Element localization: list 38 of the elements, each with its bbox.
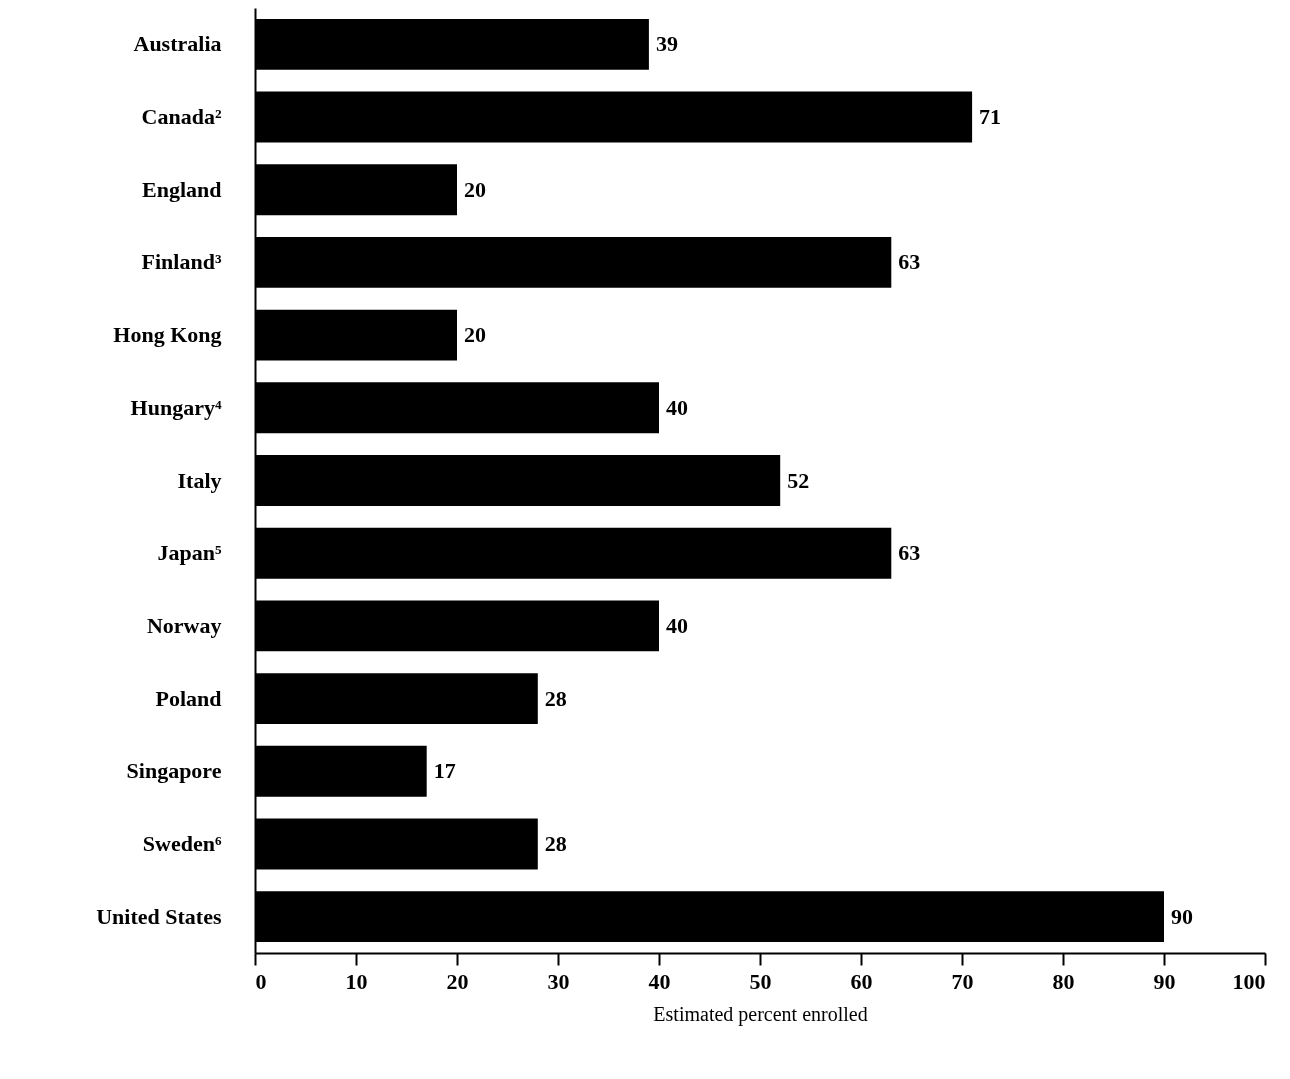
data-label: 63 [898, 249, 921, 275]
x-tick-label: 70 [951, 968, 974, 994]
y-tick-label: Japan⁵ [157, 540, 222, 566]
data-label: 71 [979, 104, 1002, 130]
data-label: 90 [1171, 903, 1193, 929]
data-label: 52 [787, 467, 810, 493]
x-tick-label: 0 [255, 968, 267, 994]
data-label: 39 [655, 31, 678, 57]
x-tick-label: 30 [547, 968, 570, 994]
x-tick-label: 90 [1153, 968, 1176, 994]
data-label: 63 [898, 540, 921, 566]
data-label: 40 [666, 394, 688, 420]
y-tick-label: Hong Kong [113, 322, 222, 348]
data-label: 20 [464, 322, 486, 348]
x-tick-label: 60 [850, 968, 873, 994]
y-tick-label: Hungary⁴ [130, 394, 222, 420]
x-tick-label: 50 [749, 968, 772, 994]
y-tick-label: Sweden⁶ [142, 830, 222, 856]
y-tick-label: United States [96, 903, 222, 929]
y-tick-label: Poland [155, 685, 222, 711]
data-label: 40 [666, 612, 688, 638]
y-tick-label: Italy [177, 467, 222, 493]
x-axis-title: Estimated percent enrolled [653, 1002, 868, 1026]
x-tick-label: 100 [1232, 968, 1266, 994]
x-tick-label: 10 [345, 968, 368, 994]
y-tick-label: Norway [146, 612, 222, 638]
y-tick-label: Finland³ [141, 249, 222, 275]
x-tick-label: 40 [648, 968, 671, 994]
x-tick-label: 80 [1052, 968, 1075, 994]
y-tick-label: Canada² [141, 104, 222, 130]
x-tick-label: 20 [446, 968, 469, 994]
data-label: 17 [433, 758, 456, 784]
y-tick-label: Australia [133, 31, 222, 57]
y-tick-label: Singapore [126, 758, 222, 784]
data-label: 28 [544, 685, 567, 711]
data-label: 28 [544, 830, 567, 856]
y-tick-label: England [142, 176, 222, 202]
data-label: 20 [464, 176, 486, 202]
